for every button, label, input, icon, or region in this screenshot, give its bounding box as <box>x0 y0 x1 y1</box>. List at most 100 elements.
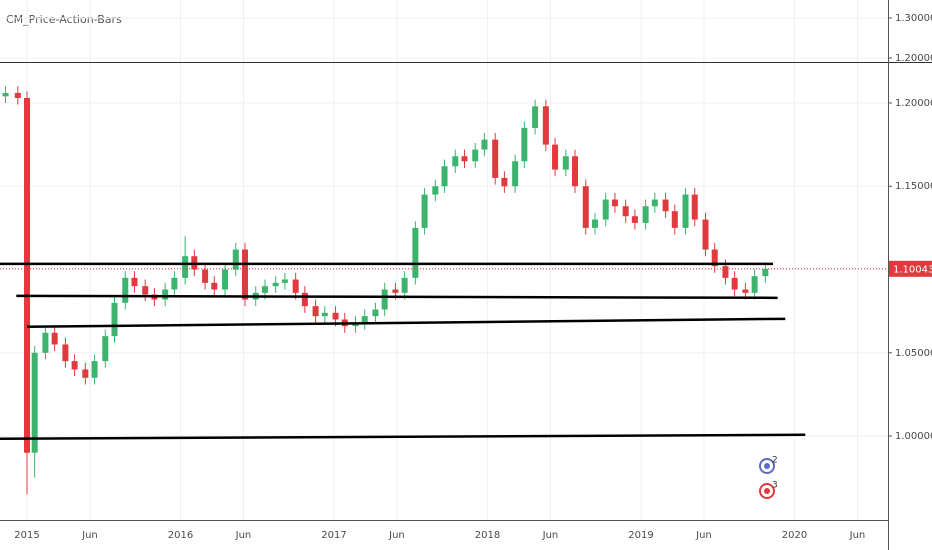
x-tick-label: 2015 <box>14 530 39 541</box>
candle-body <box>62 344 69 362</box>
candles <box>2 86 769 495</box>
candle-body <box>501 177 508 187</box>
candle-body <box>552 144 559 170</box>
badge-icon <box>759 458 775 474</box>
candle-body <box>542 106 549 145</box>
badge-icon <box>764 463 770 469</box>
candle-body <box>122 277 129 303</box>
candle-body <box>562 156 569 170</box>
candle-body <box>492 139 499 178</box>
badge-icon <box>764 488 770 494</box>
last-price-label: 1.10043 <box>893 264 932 275</box>
candle-body <box>131 277 138 287</box>
candle-body <box>591 219 598 228</box>
candle-body <box>622 206 629 217</box>
candle-body <box>24 97 31 453</box>
candle-body <box>602 199 609 220</box>
candle-body <box>91 361 98 378</box>
x-tick-label: 2019 <box>628 530 653 541</box>
last-price-tag <box>889 260 932 277</box>
x-tick-label: Jun <box>849 530 866 541</box>
candle-body <box>742 289 749 293</box>
candle-body <box>51 332 58 345</box>
candle-body <box>372 309 379 317</box>
candle-body <box>102 336 109 362</box>
candle-body <box>111 302 118 337</box>
candle-body <box>31 352 38 453</box>
trendline <box>0 433 806 440</box>
candle-body <box>452 156 459 167</box>
candle-body <box>142 286 149 295</box>
candle-body <box>241 249 248 300</box>
candle-body <box>512 161 519 187</box>
candle-body <box>751 276 758 293</box>
candle-body <box>321 312 328 317</box>
candle-body <box>611 199 618 207</box>
badge-count: 3 <box>772 481 778 491</box>
y-tick-label: 1.20000 <box>895 53 932 64</box>
candle-body <box>381 289 388 310</box>
candle-body <box>472 149 479 162</box>
x-tick-label: Jun <box>695 530 712 541</box>
candle-body <box>222 269 229 290</box>
candle-body <box>662 199 669 212</box>
x-tick-label: Jun <box>81 530 98 541</box>
candle-body <box>261 286 268 293</box>
candle-body <box>281 279 288 283</box>
candle-body <box>82 369 89 378</box>
candle-body <box>292 279 299 293</box>
candle-body <box>572 156 579 187</box>
candle-body <box>702 219 709 250</box>
candle-body <box>361 316 368 323</box>
indicator-title: CM_Price-Action-Bars <box>6 13 122 26</box>
trendline <box>16 294 778 300</box>
x-tick-label: Jun <box>388 530 405 541</box>
candle-body <box>42 332 49 353</box>
candle-body <box>71 361 78 370</box>
candle-body <box>582 186 589 228</box>
candle-body <box>731 277 738 290</box>
candle-body <box>631 216 638 223</box>
candle-body <box>651 199 658 207</box>
candle-body <box>762 268 769 277</box>
candle-body <box>332 312 339 320</box>
candle-body <box>532 106 539 128</box>
x-tick-label: 2018 <box>475 530 500 541</box>
candle-body <box>432 186 439 195</box>
candle-body <box>441 166 448 187</box>
x-tick-label: Jun <box>542 530 559 541</box>
candle-body <box>2 92 9 97</box>
y-tick-label: 1.20000 <box>895 98 932 109</box>
candle-body <box>421 194 428 228</box>
x-tick-label: Jun <box>235 530 252 541</box>
candle-body <box>682 194 689 228</box>
candle-body <box>401 277 408 293</box>
y-tick-label: 1.05000 <box>895 348 932 359</box>
badge-icon <box>759 483 775 499</box>
candle-body <box>272 282 279 287</box>
badge-count: 2 <box>772 456 778 466</box>
candle-body <box>232 249 239 270</box>
candle-body <box>642 206 649 223</box>
y-tick-label: 1.15000 <box>895 181 932 192</box>
candle-body <box>202 269 209 283</box>
x-tick-label: 2016 <box>168 530 193 541</box>
candle-body <box>691 194 698 220</box>
candle-body <box>312 306 319 317</box>
y-tick-label: 1.00000 <box>895 431 932 442</box>
trendline <box>27 317 786 329</box>
candle-body <box>481 139 488 150</box>
x-tick-label: 2017 <box>321 530 346 541</box>
candle-body <box>301 292 308 307</box>
candle-body <box>211 282 218 290</box>
candle-body <box>392 289 399 293</box>
candle-body <box>182 256 189 278</box>
candle-body <box>722 266 729 278</box>
candle-body <box>171 277 178 290</box>
candle-body <box>412 227 419 278</box>
y-tick-label: 1.30000 <box>895 13 932 24</box>
candle-body <box>711 249 718 267</box>
